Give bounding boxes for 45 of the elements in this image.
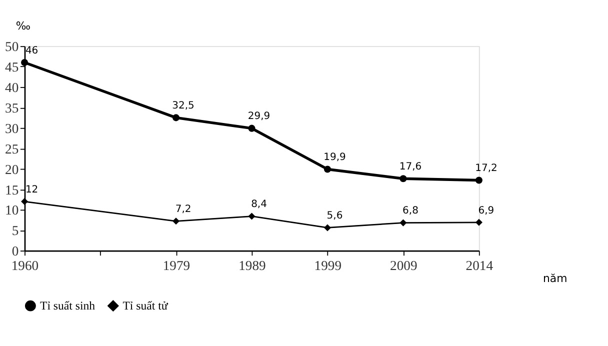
data-label: 29,9 — [248, 111, 270, 122]
x-axis-title: năm — [543, 272, 568, 285]
y-tick-label: 15 — [5, 182, 19, 198]
legend-label: Tỉ suất sinh — [40, 298, 96, 312]
y-tick-label: 5 — [12, 223, 19, 238]
point — [172, 218, 180, 225]
data-label: 5,6 — [326, 210, 343, 222]
y-axis-title: ‰ — [16, 19, 31, 32]
x-tick-label: 1979 — [162, 258, 190, 274]
y-tick-label: 20 — [5, 162, 19, 177]
x-tick-label: 2014 — [466, 258, 494, 274]
x-tick-label: 2009 — [390, 258, 418, 274]
data-label: 12 — [25, 184, 38, 196]
x-tick-label: 1989 — [238, 258, 266, 274]
point — [248, 124, 256, 132]
y-tick-label: 35 — [5, 100, 19, 116]
y-tick-label: 50 — [5, 39, 19, 54]
point — [475, 218, 482, 226]
data-label: 6,8 — [402, 206, 418, 217]
point — [21, 58, 28, 66]
point — [400, 175, 407, 182]
point — [475, 176, 482, 184]
data-label: 19,9 — [324, 152, 346, 164]
point — [21, 198, 28, 206]
data-label: 8,4 — [251, 199, 267, 210]
point — [324, 224, 331, 232]
data-label: 46 — [25, 45, 38, 56]
point — [324, 166, 331, 173]
legend-label: Tỉ suất tử — [122, 298, 168, 312]
data-label: 6,9 — [478, 205, 494, 216]
point — [400, 219, 407, 226]
x-tick-label: 1960 — [11, 258, 39, 274]
data-label: 17,6 — [399, 162, 422, 173]
y-tick-label: 30 — [5, 120, 19, 136]
y-tick-label: 0 — [12, 244, 19, 259]
y-tick-label: 10 — [5, 202, 19, 218]
data-label: 7,2 — [175, 204, 192, 216]
y-tick-label: 40 — [5, 80, 19, 96]
x-tick-label: 1999 — [314, 258, 342, 274]
point — [172, 114, 180, 122]
y-tick-label: 25 — [5, 141, 19, 156]
point — [248, 212, 256, 220]
y-tick-label: 45 — [5, 60, 19, 75]
data-label: 17,2 — [475, 163, 498, 174]
data-label: 32,5 — [172, 100, 194, 112]
